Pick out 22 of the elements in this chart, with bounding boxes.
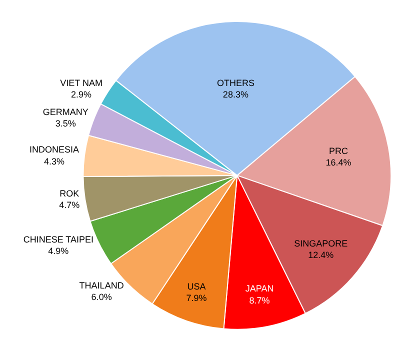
slice-label: ROK	[60, 188, 80, 199]
data-label: 4.7%	[59, 200, 80, 210]
data-label: 3.5%	[55, 118, 76, 129]
slice-label: VIET NAM	[60, 78, 102, 88]
slice-label: INDONESIA	[30, 144, 80, 155]
slice-label: GERMANY	[42, 107, 88, 118]
slice-label: JAPAN	[245, 284, 274, 294]
data-label: 8.7%	[249, 295, 270, 306]
slice-label: CHINESE TAIPEI	[23, 234, 94, 245]
slice-label: PRC	[329, 146, 349, 156]
data-label: 12.4%	[308, 250, 334, 260]
data-label: 4.3%	[44, 156, 65, 166]
data-label: 16.4%	[326, 158, 352, 168]
data-label: 7.9%	[186, 292, 207, 303]
data-label: 4.9%	[48, 246, 69, 256]
data-label: 28.3%	[222, 90, 248, 100]
slice-label: USA	[187, 281, 206, 292]
slice-label: SINGAPORE	[294, 238, 348, 248]
slice-label: OTHERS	[216, 78, 254, 88]
slice-label: THAILAND	[79, 280, 124, 290]
data-label: 2.9%	[71, 89, 92, 100]
data-label: 6.0%	[91, 292, 112, 302]
